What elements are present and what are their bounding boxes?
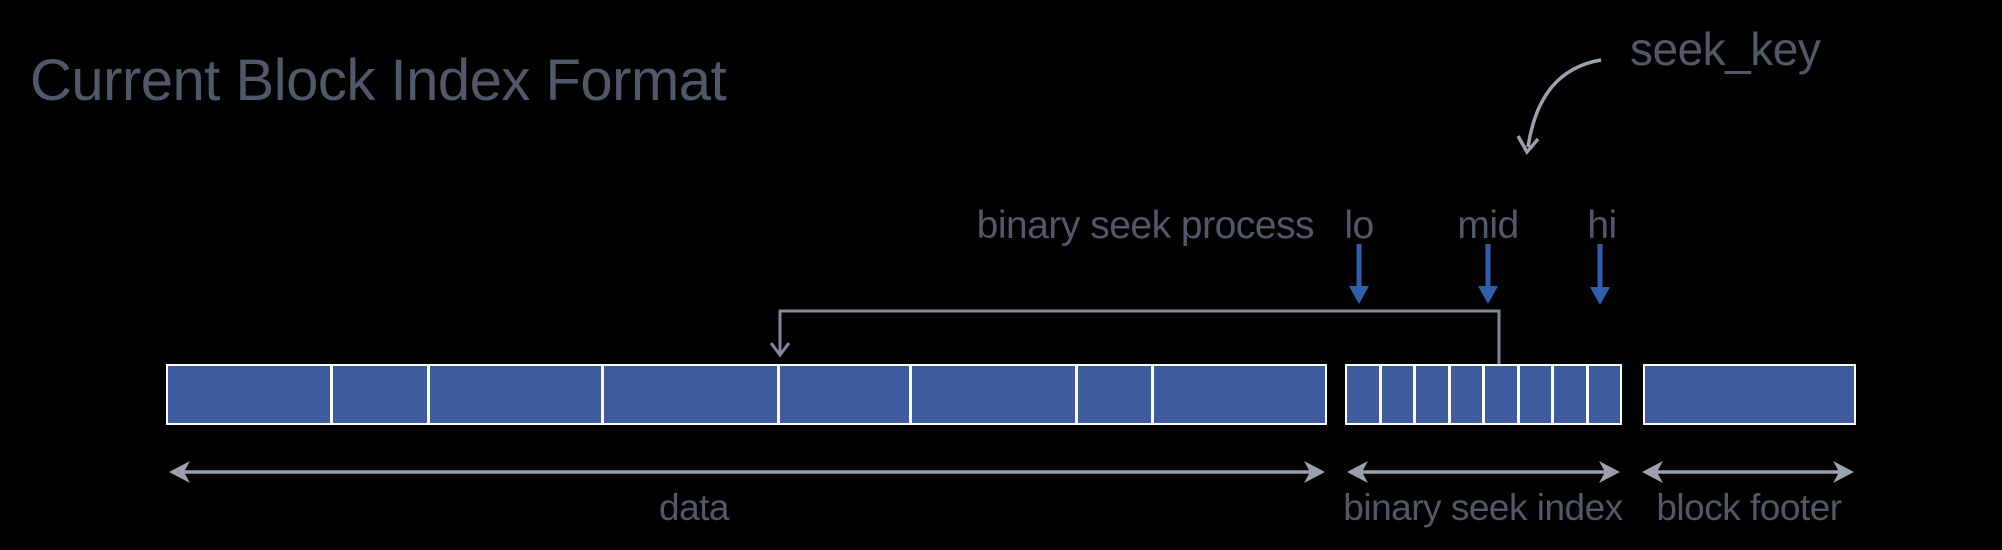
data-block-cell [430,366,601,423]
seek-pointer-bracket [769,309,1501,393]
data-block-cell [1077,366,1152,423]
seek-index-cell [1554,366,1586,423]
data-span-arrow [169,461,1325,483]
data-row [166,364,1327,425]
lo-arrow [1349,244,1369,304]
data-block-cell [332,366,428,423]
seek-index-label: binary seek index [1343,487,1623,528]
seek-index-row [1345,364,1622,425]
seek-index-span-arrow [1347,461,1620,483]
seek-index-cell [1450,366,1482,423]
data-block-cell [911,366,1075,423]
seek-key-arrow [1516,58,1602,156]
diagram-title: Current Block Index Format [30,48,727,113]
hi-arrow [1590,244,1610,305]
seek-index-cell [1485,366,1517,423]
lo-label: lo [1344,204,1374,247]
mid-arrow [1478,244,1498,304]
seek-index-cell [1416,366,1448,423]
data-label: data [658,487,730,528]
block-footer-label: block footer [1656,487,1842,528]
seek-index-cell [1347,366,1379,423]
footer-span-arrow [1642,461,1854,483]
seek-index-cell [1519,366,1551,423]
data-block-cell [603,366,778,423]
binary-seek-process-label: binary seek process [976,204,1315,247]
data-block-cell [168,366,330,423]
seek-index-cell [1381,366,1413,423]
seek-index-cell [1588,366,1620,423]
block-footer-row [1643,364,1856,425]
mid-label: mid [1457,204,1519,247]
seek-key-label: seek_key [1630,23,1821,75]
data-block-cell [780,366,909,423]
block-footer-cell [1645,366,1854,423]
data-block-cell [1154,366,1325,423]
hi-label: hi [1587,204,1617,247]
